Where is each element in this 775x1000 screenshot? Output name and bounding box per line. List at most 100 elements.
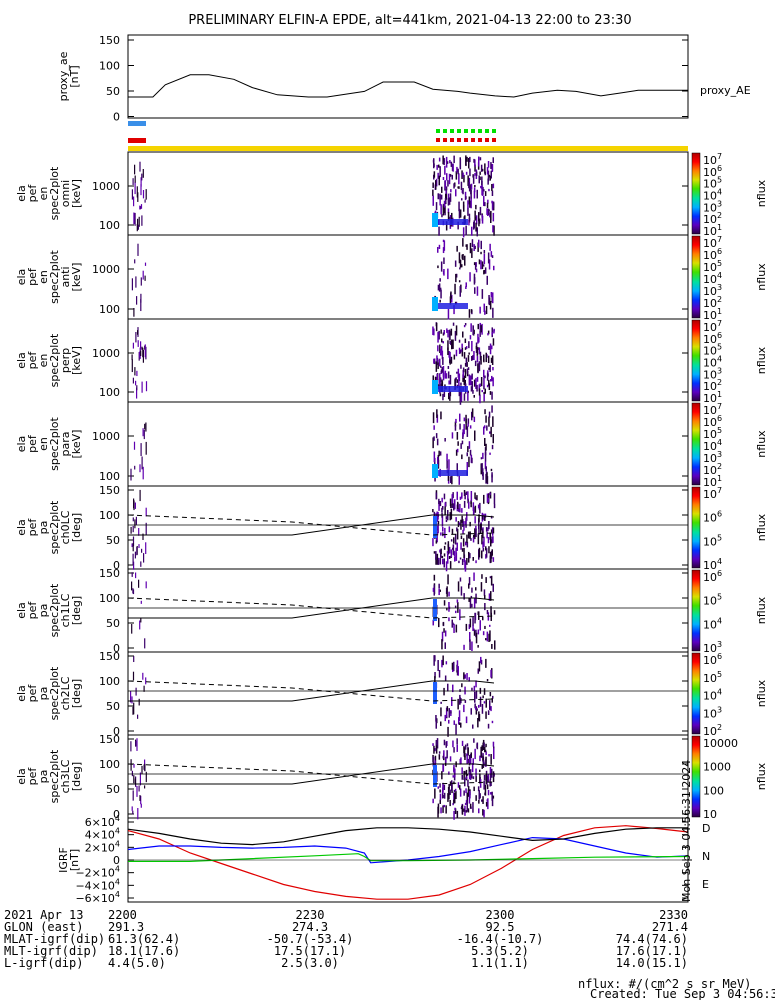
spectrogram-pixel: [469, 553, 471, 559]
spectrogram-pixel: [134, 778, 136, 784]
spectrogram-pixel: [138, 544, 140, 549]
spectrogram-pixel: [485, 743, 487, 748]
spectrogram-pixel: [445, 516, 448, 520]
spectrogram-pixel: [460, 364, 462, 369]
spectrogram-pixel: [463, 375, 465, 386]
spectrogram-pixel: [433, 171, 436, 178]
spectrogram-pixel: [489, 551, 492, 557]
spectrogram-pixel: [479, 502, 481, 514]
spectrogram-pixel: [132, 790, 134, 801]
spectrogram-pixel: [443, 240, 446, 251]
colorbar-tick-ch0lc-1: 106: [703, 510, 722, 525]
spectrogram-pixel: [130, 759, 132, 771]
spectrogram-pixel: [144, 275, 146, 281]
ylabel-anti-4: anti: [59, 266, 72, 287]
spectrogram-pixel: [455, 273, 457, 283]
spectrogram-pixel: [435, 433, 438, 439]
spectrogram-pixel: [484, 625, 486, 629]
spectrogram-pixel: [140, 618, 142, 623]
spectrogram-pixel: [438, 583, 440, 589]
series-proxy-ae: [128, 74, 688, 98]
spectrogram-pixel: [471, 587, 473, 593]
spectrogram-pixel: [480, 523, 482, 534]
spectrogram-pixel: [464, 255, 466, 266]
vertical-stamp: Mon Sep 3 04:56:31 2024: [680, 760, 693, 902]
spectrogram-pixel: [131, 806, 133, 811]
spectrogram-pixel: [474, 430, 476, 441]
spectrogram-pixel: [481, 516, 484, 520]
spectrogram-pixel: [458, 722, 461, 725]
colorbar-tick-para-4: 103: [703, 450, 722, 465]
spectrogram-hot-spot: [432, 464, 438, 478]
spectrogram-pixel: [473, 630, 476, 636]
spectrogram-pixel: [131, 189, 133, 200]
spectrogram-pixel: [439, 287, 442, 290]
spectrogram-pixel: [491, 791, 493, 801]
colorbar-ch2lc: [691, 652, 701, 735]
spectrogram-pixel: [136, 547, 138, 556]
spectrogram-pixel: [492, 367, 494, 371]
igrf-legend-E: E: [702, 878, 709, 891]
spectrogram-pixel: [469, 335, 472, 340]
spectrogram-pixel: [436, 164, 438, 170]
spectrogram-pixel: [478, 337, 480, 343]
spectrogram-pixel: [439, 799, 441, 804]
spectrogram-pixel: [449, 341, 451, 345]
spectrogram-pixel: [466, 753, 468, 757]
spectrogram-pixel: [448, 380, 450, 385]
spectrogram-pixel: [442, 787, 444, 794]
spectrogram-pixel: [465, 196, 467, 200]
spectrogram-pixel: [480, 659, 483, 665]
spectrogram-pixel: [484, 191, 487, 197]
spectrogram-pixel: [456, 463, 458, 473]
spectrogram-pixel: [463, 770, 465, 780]
spectrogram-pixel: [440, 369, 443, 374]
spectrogram-pixel: [444, 370, 447, 379]
spectrogram-pixel: [143, 430, 145, 440]
spectrogram-pixel: [454, 499, 456, 510]
spectrogram-pixel: [478, 239, 480, 248]
spectrogram-pixel: [435, 551, 437, 560]
spectrogram-pixel: [493, 748, 495, 760]
spectrogram-pixel: [485, 466, 487, 472]
spectrogram-pixel: [133, 656, 135, 663]
spectrogram-pixel: [456, 810, 459, 819]
footer-value-2-1: -50.7(-53.4): [267, 932, 354, 946]
ytick-proxy-ae-2: 50: [106, 85, 120, 98]
spectrogram-pixel: [144, 262, 147, 266]
spectrogram-pixel: [443, 390, 446, 397]
spectrogram-pixel: [467, 786, 470, 791]
spectrogram-pixel: [487, 161, 490, 168]
ylabel-omni-0: ela: [15, 185, 28, 202]
colorbar-tick-perp-4: 103: [703, 366, 722, 381]
spectrogram-pixel: [483, 701, 486, 704]
spectrogram-pixel: [485, 415, 487, 423]
status-bar-blue: [128, 121, 146, 126]
series-igrf-d: [127, 825, 689, 900]
footer-value-0-2: 2300: [486, 908, 515, 922]
spectrogram-pixel: [145, 189, 147, 200]
spectrogram-pixel: [479, 322, 481, 333]
status-mark-red: [436, 138, 440, 142]
spectrogram-pixel: [449, 498, 452, 507]
spectrogram-pixel: [435, 715, 437, 722]
spectrogram-pixel: [489, 343, 492, 355]
spectrogram-pixel: [448, 197, 451, 205]
spectrogram-pixel: [438, 501, 440, 511]
spectrogram-pixel: [488, 188, 490, 192]
spectrogram-pixel: [443, 804, 445, 808]
spectrogram-pixel: [135, 740, 137, 747]
spectrogram-pixel: [472, 617, 474, 626]
spectrogram-pixel: [139, 620, 141, 630]
colorbar-tick-ch2lc-1: 105: [703, 670, 722, 685]
spectrogram-pixel: [442, 357, 444, 365]
spectrogram-pixel: [460, 443, 462, 449]
spectrogram-pixel: [471, 248, 473, 258]
spectrogram-pixel: [490, 162, 492, 169]
spectrogram-pixel: [444, 180, 447, 189]
spectrogram-pixel: [444, 630, 447, 637]
spectrogram-pixel: [473, 738, 475, 743]
spectrogram-pixel: [442, 763, 445, 772]
spectrogram-pixel: [490, 468, 493, 472]
spectrogram-pixel: [461, 257, 464, 260]
